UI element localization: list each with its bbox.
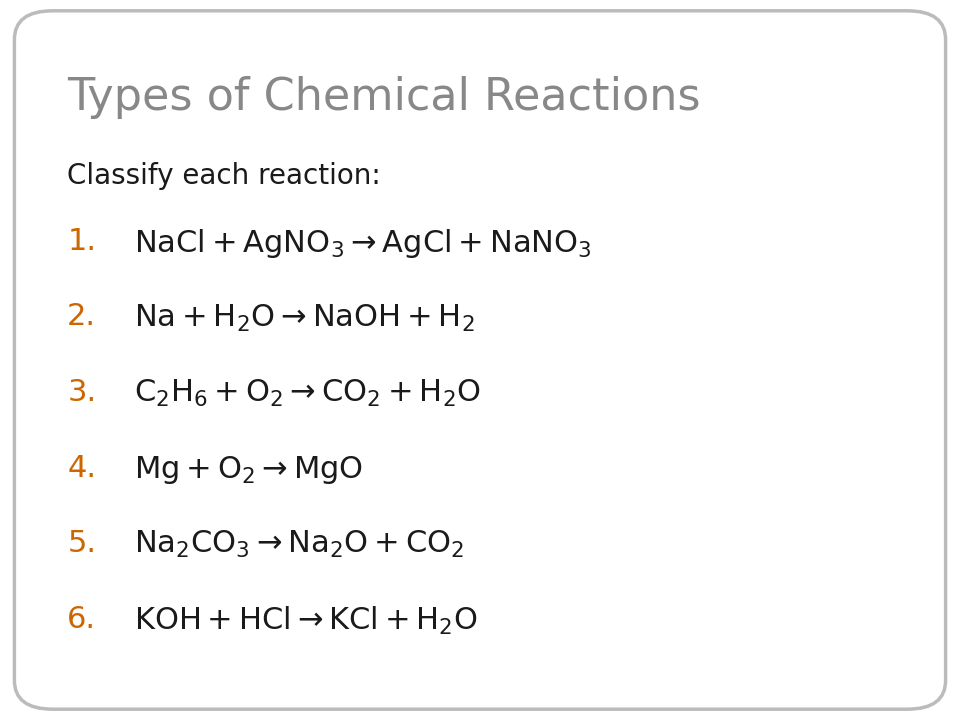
Text: Classify each reaction:: Classify each reaction: [67,162,381,190]
Text: 1.: 1. [67,227,96,256]
Text: 5.: 5. [67,529,96,558]
Text: 2.: 2. [67,302,96,331]
Text: 4.: 4. [67,454,96,482]
Text: $\mathrm{Mg + O_2 \rightarrow MgO}$: $\mathrm{Mg + O_2 \rightarrow MgO}$ [134,454,364,485]
Text: Types of Chemical Reactions: Types of Chemical Reactions [67,76,701,119]
Text: 6.: 6. [67,605,96,634]
FancyBboxPatch shape [14,11,946,709]
Text: $\mathrm{NaCl + AgNO_3 \rightarrow AgCl + NaNO_3}$: $\mathrm{NaCl + AgNO_3 \rightarrow AgCl … [134,227,592,260]
Text: $\mathrm{C_2H_6 + O_2 \rightarrow CO_2 + H_2O}$: $\mathrm{C_2H_6 + O_2 \rightarrow CO_2 +… [134,378,481,409]
Text: 3.: 3. [67,378,96,407]
Text: $\mathrm{Na_2CO_3 \rightarrow Na_2O + CO_2}$: $\mathrm{Na_2CO_3 \rightarrow Na_2O + CO… [134,529,465,560]
Text: $\mathrm{Na + H_2O \rightarrow NaOH + H_2}$: $\mathrm{Na + H_2O \rightarrow NaOH + H_… [134,302,475,333]
Text: $\mathrm{KOH + HCl \rightarrow KCl + H_2O}$: $\mathrm{KOH + HCl \rightarrow KCl + H_2… [134,605,478,637]
